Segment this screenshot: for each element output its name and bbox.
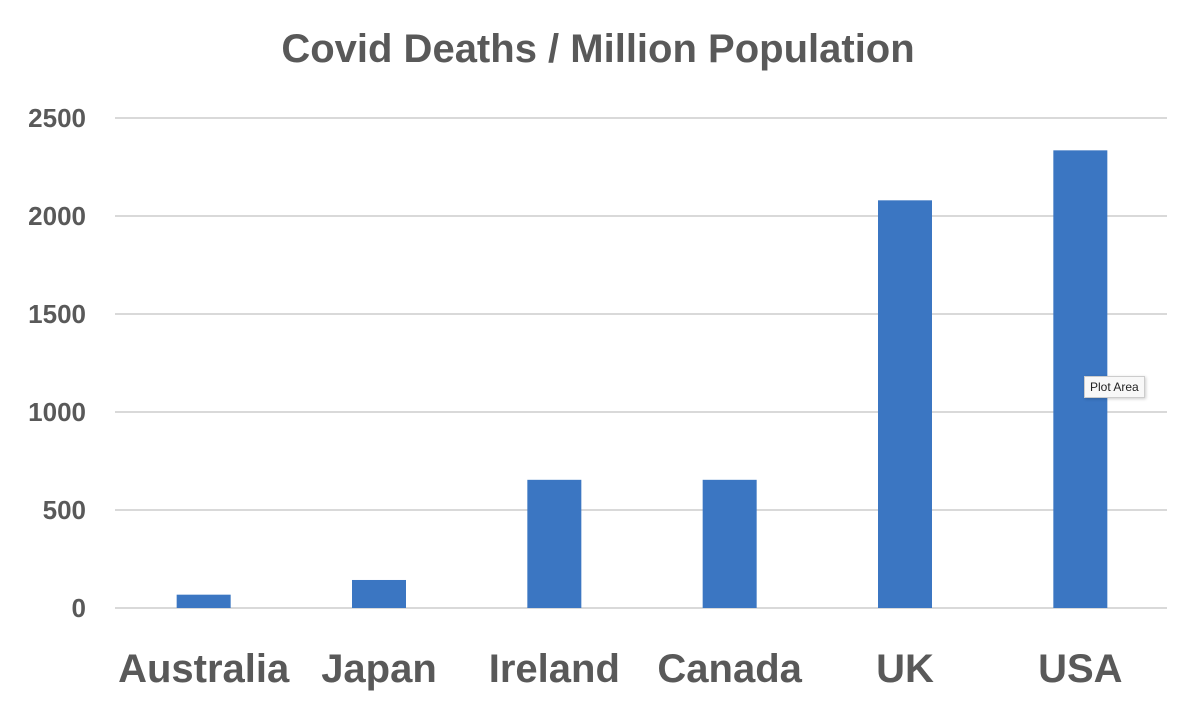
bar-uk[interactable]: [878, 200, 932, 608]
y-tick-label: 0: [72, 593, 86, 623]
bar-ireland[interactable]: [527, 479, 582, 608]
plot-area-tooltip: Plot Area: [1084, 376, 1145, 398]
y-tick-label: 500: [43, 495, 86, 525]
y-tick-label: 1000: [28, 397, 86, 427]
x-tick-label: Ireland: [489, 647, 620, 691]
y-tick-label: 2500: [28, 103, 86, 133]
x-tick-label: UK: [876, 647, 934, 691]
x-tick-label: USA: [1038, 647, 1122, 691]
y-tick-label: 1500: [28, 299, 86, 329]
bar-japan[interactable]: [352, 579, 406, 608]
bar-canada[interactable]: [702, 479, 757, 608]
chart-title: Covid Deaths / Million Population: [281, 27, 914, 71]
x-tick-label: Australia: [118, 647, 290, 691]
x-tick-label: Canada: [657, 647, 802, 691]
x-tick-label: Japan: [321, 647, 437, 691]
y-tick-label: 2000: [28, 201, 86, 231]
bar-australia[interactable]: [176, 594, 231, 608]
